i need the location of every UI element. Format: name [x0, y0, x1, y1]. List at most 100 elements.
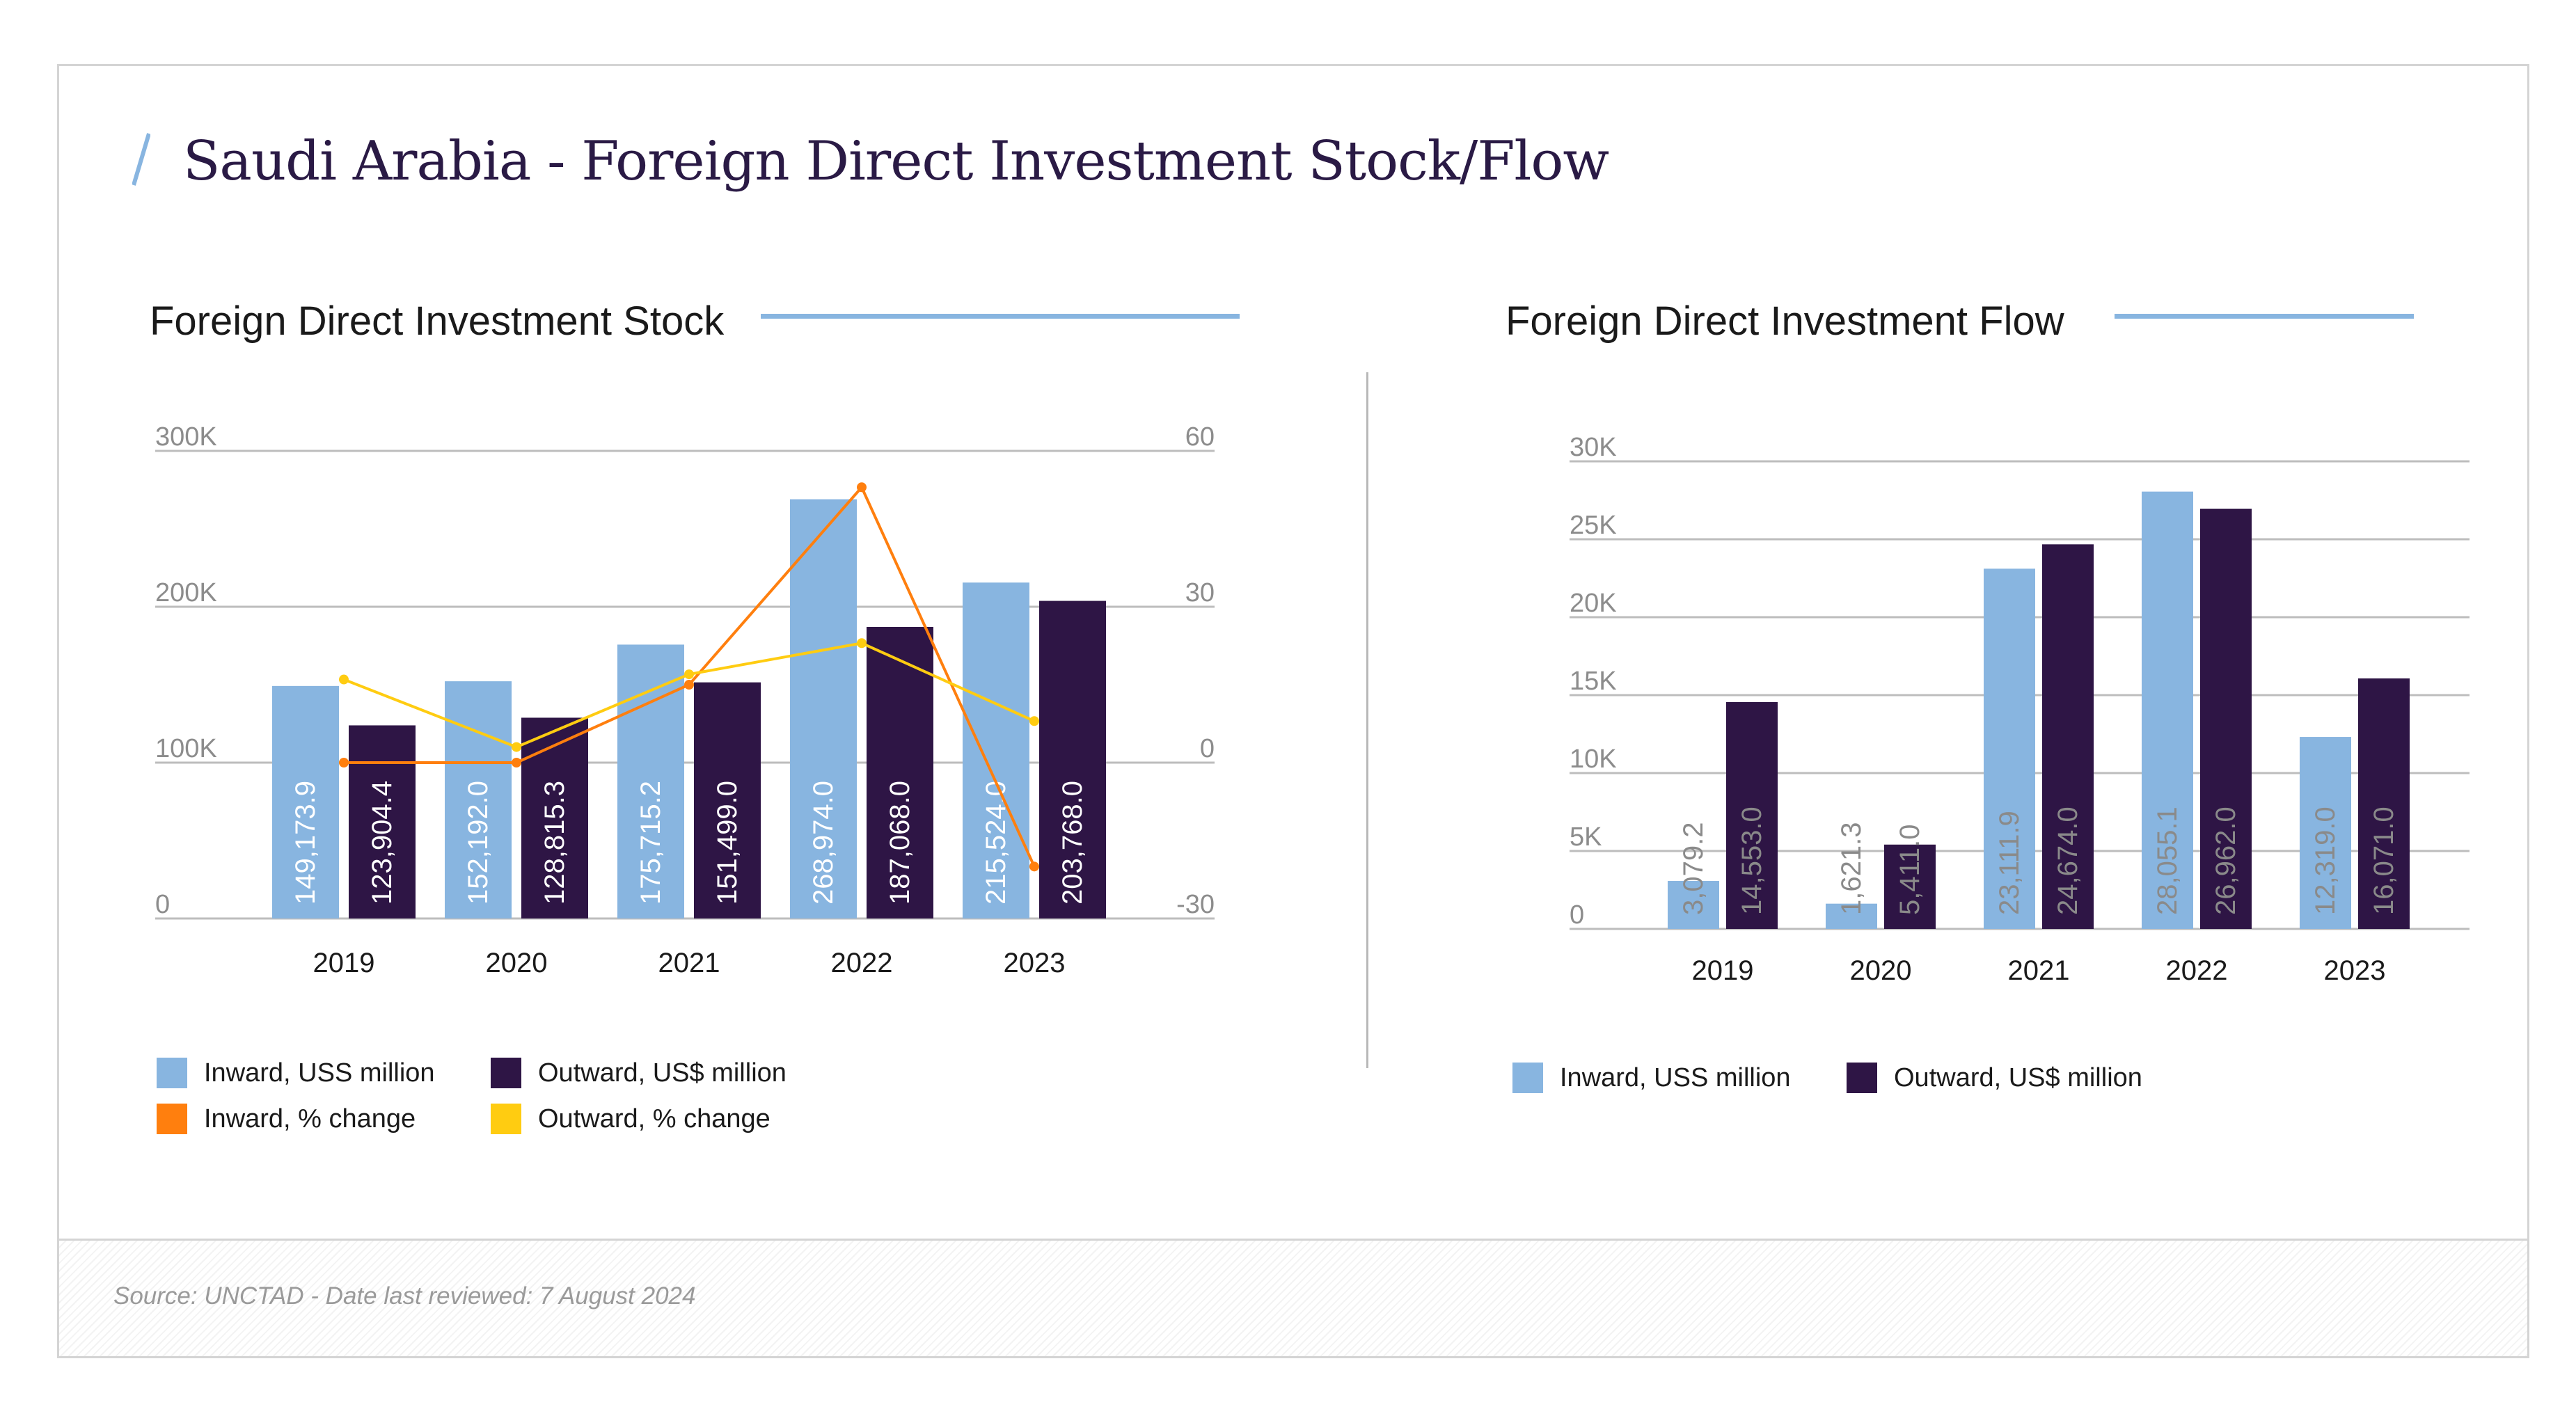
data-label: 28,055.1 — [2152, 806, 2183, 915]
line-point — [339, 758, 349, 767]
flow-title-accent-line — [2115, 314, 2414, 319]
bar-outward — [2358, 678, 2410, 929]
y-tick-label: 25K — [1570, 511, 1617, 540]
bar-inward — [2142, 491, 2193, 929]
data-label: 12,319.0 — [2310, 806, 2341, 915]
data-label: 5,411.0 — [1895, 825, 1925, 916]
legend-item-outward-usd: Outward, US$ million — [491, 1058, 787, 1088]
legend-swatch-inward-pct — [157, 1104, 187, 1134]
bar-outward — [867, 626, 933, 918]
line-point — [1029, 861, 1039, 872]
data-label: 3,079.2 — [1678, 822, 1709, 915]
legend-swatch-outward — [1847, 1063, 1877, 1093]
y-tick-label: 15K — [1570, 667, 1617, 696]
y-tick-label: 300K — [155, 422, 217, 452]
line-point — [512, 758, 521, 767]
dashboard-card: Saudi Arabia - Foreign Direct Investment… — [57, 64, 2529, 1358]
y-tick-label: 5K — [1570, 822, 1602, 852]
flow-chart-title: Foreign Direct Investment Flow — [1506, 299, 2064, 344]
bar-outward — [694, 682, 761, 918]
y2-tick-label: 30 — [1185, 578, 1215, 607]
y-tick-label: 100K — [155, 734, 217, 763]
data-label: 128,815.3 — [539, 781, 570, 905]
line-point — [512, 742, 521, 752]
bar-outward — [349, 725, 416, 918]
y-tick-label: 200K — [155, 578, 217, 607]
legend-item-inward-pct: Inward, % change — [157, 1104, 416, 1134]
stock-chart-title: Foreign Direct Investment Stock — [150, 299, 725, 344]
y2-tick-label: 60 — [1185, 422, 1215, 452]
data-label: 215,524.0 — [981, 781, 1011, 905]
x-tick-label: 2019 — [313, 948, 375, 978]
data-label: 203,768.0 — [1057, 781, 1088, 905]
data-label: 24,674.0 — [2053, 806, 2083, 915]
bar-inward — [963, 582, 1029, 918]
bar-inward — [1984, 568, 2035, 929]
x-tick-label: 2023 — [1004, 948, 1066, 978]
y-tick-label: 30K — [1570, 433, 1617, 462]
y2-tick-label: 0 — [1200, 734, 1215, 763]
line-point — [684, 680, 694, 690]
bar-outward — [1726, 702, 1778, 929]
legend-label: Inward, USS million — [1560, 1063, 1791, 1092]
legend-label: Outward, % change — [538, 1104, 771, 1133]
x-tick-label: 2022 — [831, 948, 893, 978]
legend-item-flow-outward: Outward, US$ million — [1847, 1063, 2142, 1093]
y-tick-label: 10K — [1570, 745, 1617, 774]
data-label: 268,974.0 — [808, 781, 839, 905]
data-label: 14,553.0 — [1737, 806, 1767, 915]
data-label: 23,111.9 — [1994, 811, 2025, 915]
stock-chart: 0 100K 200K 300K 149,173.9 123,904.4 2019 152,1… — [155, 422, 1215, 978]
bar-outward — [1039, 600, 1106, 918]
legend-item-flow-inward: Inward, USS million — [1512, 1063, 1791, 1093]
legend-swatch-outward-pct — [491, 1104, 521, 1134]
data-label: 175,715.2 — [635, 781, 666, 905]
line-point — [684, 669, 694, 680]
line-point — [339, 674, 349, 685]
bar-inward — [790, 499, 857, 918]
x-tick-label: 2021 — [658, 948, 720, 978]
y2-tick-label: -30 — [1176, 890, 1215, 919]
data-label: 149,173.9 — [290, 781, 321, 905]
bar-outward — [2042, 544, 2094, 929]
y-tick-label: 20K — [1570, 589, 1617, 618]
legend-item-inward-usd: Inward, USS million — [157, 1058, 435, 1088]
bar-inward — [1826, 903, 1877, 929]
bar-inward — [445, 681, 512, 918]
legend-swatch-inward — [157, 1058, 187, 1088]
data-label: 152,192.0 — [463, 781, 493, 905]
x-tick-label: 2023 — [2324, 955, 2386, 986]
bar-inward — [2300, 737, 2351, 929]
data-label: 26,962.0 — [2211, 806, 2241, 915]
x-tick-label: 2019 — [1692, 955, 1754, 986]
data-label: 151,499.0 — [712, 781, 743, 905]
title-slash-icon — [132, 133, 150, 186]
bar-inward — [272, 685, 339, 918]
x-tick-label: 2022 — [2166, 955, 2228, 986]
line-point — [1029, 716, 1039, 726]
line-point — [857, 638, 867, 649]
data-label: 1,621.3 — [1836, 822, 1867, 915]
page-title: Saudi Arabia - Foreign Direct Investment… — [183, 130, 1609, 193]
legend-swatch-inward — [1512, 1063, 1543, 1093]
line-point — [857, 482, 867, 493]
data-label: 16,071.0 — [2369, 806, 2399, 915]
section-divider — [1366, 372, 1368, 1068]
y-tick-label: 0 — [155, 890, 170, 919]
data-label: 123,904.4 — [367, 781, 397, 905]
legend-label: Inward, USS million — [204, 1058, 435, 1088]
bar-inward — [1668, 881, 1719, 929]
x-tick-label: 2020 — [1850, 955, 1912, 986]
bar-outward — [2200, 509, 2252, 929]
bar-outward — [1884, 844, 1936, 929]
legend-label: Outward, US$ million — [538, 1058, 787, 1088]
data-label: 187,068.0 — [885, 781, 915, 905]
legend-label: Outward, US$ million — [1894, 1063, 2142, 1092]
stock-title-accent-line — [761, 314, 1240, 319]
bar-outward — [521, 717, 588, 918]
x-tick-label: 2021 — [2008, 955, 2070, 986]
legend-label: Inward, % change — [204, 1104, 416, 1133]
legend-item-outward-pct: Outward, % change — [491, 1104, 771, 1134]
source-note: Source: UNCTAD - Date last reviewed: 7 A… — [113, 1282, 696, 1310]
flow-chart: 0 5K 10K 15K 20K 25K 30K 3,079.2 14,553.0 2019 1,6… — [1570, 433, 2470, 986]
